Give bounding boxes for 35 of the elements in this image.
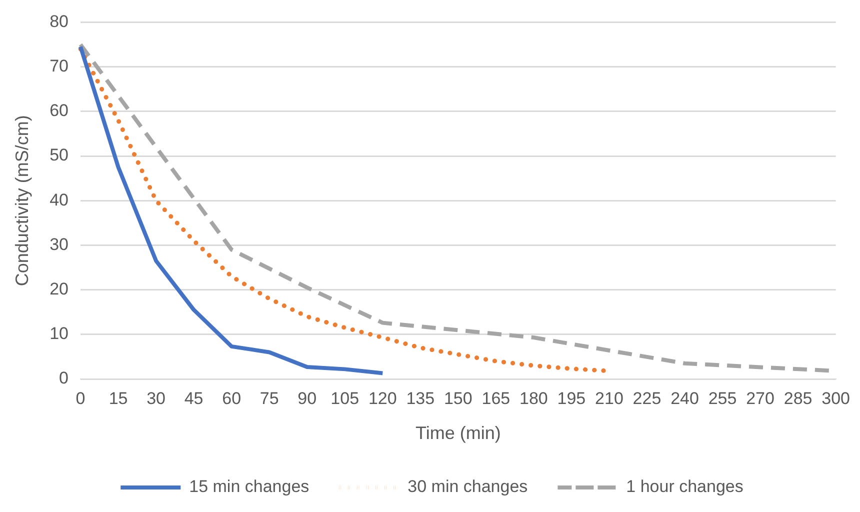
x-tick-label: 90 bbox=[298, 388, 317, 408]
legend-label: 15 min changes bbox=[189, 477, 310, 496]
x-axis-title: Time (min) bbox=[416, 423, 501, 444]
legend-label: 30 min changes bbox=[408, 477, 528, 496]
x-tick-label: 105 bbox=[330, 388, 360, 408]
x-tick-label: 285 bbox=[784, 388, 812, 408]
x-tick-label: 120 bbox=[368, 388, 397, 408]
x-tick-label: 270 bbox=[746, 388, 774, 408]
x-tick-label: 30 bbox=[146, 388, 166, 408]
x-tick-label: 135 bbox=[406, 388, 435, 408]
y-tick-label: 0 bbox=[59, 368, 69, 388]
x-tick-label: 165 bbox=[482, 388, 510, 408]
x-tick-label: 255 bbox=[708, 388, 737, 408]
y-tick-label: 30 bbox=[50, 234, 69, 254]
x-tick-label: 150 bbox=[444, 388, 472, 408]
x-tick-label: 75 bbox=[260, 388, 279, 408]
x-tick-label: 195 bbox=[557, 388, 586, 408]
y-tick-label: 50 bbox=[50, 146, 69, 165]
y-tick-label: 70 bbox=[50, 56, 69, 76]
x-tick-label: 15 bbox=[108, 388, 128, 408]
x-tick-label: 240 bbox=[670, 388, 699, 408]
x-tick-label: 0 bbox=[76, 388, 86, 408]
x-tick-label: 60 bbox=[222, 388, 242, 408]
x-tick-label: 180 bbox=[520, 388, 548, 408]
x-tick-label: 210 bbox=[595, 388, 624, 408]
y-tick-label: 80 bbox=[50, 12, 69, 31]
x-tick-label: 300 bbox=[822, 388, 850, 408]
x-tick-label: 45 bbox=[184, 388, 204, 408]
y-tick-label: 60 bbox=[50, 101, 69, 120]
y-axis-title: Conductivity (mS/cm) bbox=[12, 115, 32, 286]
y-tick-label: 40 bbox=[50, 190, 69, 210]
y-tick-label: 20 bbox=[50, 279, 69, 298]
y-tick-label: 10 bbox=[50, 324, 69, 344]
legend-label: 1 hour changes bbox=[626, 477, 744, 496]
x-tick-label: 225 bbox=[632, 388, 662, 408]
